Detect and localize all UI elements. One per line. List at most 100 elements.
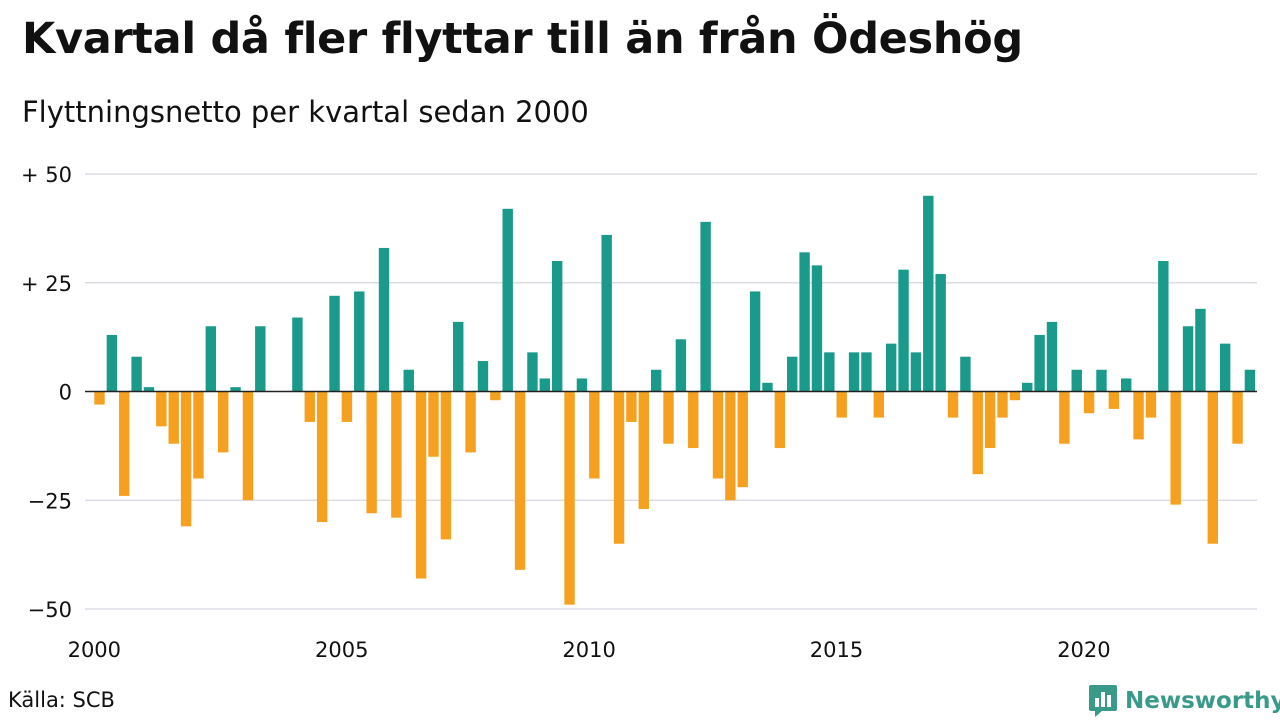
bar-2012-q2 bbox=[700, 221, 711, 392]
bar-2021-q3 bbox=[1158, 261, 1169, 392]
bar-2003-q2 bbox=[255, 326, 266, 392]
bar-2019-q1 bbox=[1034, 334, 1045, 392]
bar-2008-q2 bbox=[502, 208, 513, 392]
bar-2006-q1 bbox=[391, 391, 402, 518]
bar-2015-q1 bbox=[836, 391, 847, 418]
bar-2023-q1 bbox=[1232, 391, 1243, 444]
bar-2014-q4 bbox=[824, 352, 835, 392]
x-tick-label: 2005 bbox=[315, 638, 368, 662]
bar-2004-q2 bbox=[304, 391, 315, 422]
bar-2011-q2 bbox=[650, 369, 662, 392]
bar-2019-q4 bbox=[1071, 369, 1082, 392]
bar-2000-q2 bbox=[106, 334, 118, 392]
bar-2000-q4 bbox=[131, 356, 142, 392]
bar-2002-q3 bbox=[218, 391, 229, 453]
bar-2012-q4 bbox=[725, 391, 736, 501]
x-tick-labels: 2000 2005 2010 2015 2020 bbox=[68, 638, 1111, 662]
bar-2019-q3 bbox=[1059, 391, 1070, 444]
x-tick-label: 2020 bbox=[1057, 638, 1110, 662]
bar-2015-q4 bbox=[873, 391, 885, 418]
bar-2012-q1 bbox=[688, 391, 699, 449]
bar-2002-q1 bbox=[193, 391, 204, 479]
bar-2010-q4 bbox=[626, 391, 637, 422]
bar-2018-q1 bbox=[984, 391, 996, 449]
bar-2009-q1 bbox=[539, 378, 551, 392]
bar-2014-q3 bbox=[811, 265, 823, 392]
newsworthy-logo: Newsworthy bbox=[1088, 684, 1280, 718]
bar-2021-q2 bbox=[1145, 391, 1157, 418]
bar-2009-q4 bbox=[576, 378, 588, 392]
bar-2007-q4 bbox=[477, 361, 489, 392]
bar-2004-q4 bbox=[329, 295, 340, 392]
bar-2004-q3 bbox=[316, 391, 328, 522]
y-tick-label: −25 bbox=[28, 489, 72, 513]
source-label: Källa: SCB bbox=[8, 688, 115, 712]
bars bbox=[94, 195, 1256, 605]
bar-2014-q1 bbox=[787, 356, 798, 392]
bar-2022-q3 bbox=[1207, 391, 1218, 544]
bar-2018-q2 bbox=[997, 391, 1008, 418]
bar-2010-q1 bbox=[589, 391, 600, 479]
bar-2006-q4 bbox=[428, 391, 439, 457]
bar-2013-q2 bbox=[749, 291, 761, 392]
bar-2007-q3 bbox=[465, 391, 476, 453]
bar-2013-q4 bbox=[774, 391, 786, 449]
y-tick-label: −50 bbox=[28, 598, 72, 622]
x-tick-label: 2000 bbox=[68, 638, 121, 662]
bar-2014-q2 bbox=[799, 252, 810, 392]
bar-2019-q2 bbox=[1046, 321, 1058, 392]
bar-2010-q3 bbox=[613, 391, 625, 544]
y-tick-label: + 50 bbox=[21, 163, 72, 187]
bar-2009-q3 bbox=[564, 391, 575, 605]
bar-2017-q1 bbox=[935, 274, 946, 392]
bar-chart-speech-icon bbox=[1089, 685, 1117, 717]
bar-2005-q1 bbox=[341, 391, 353, 422]
bar-2022-q4 bbox=[1219, 343, 1231, 392]
bar-2008-q3 bbox=[514, 391, 526, 570]
bar-2002-q2 bbox=[205, 326, 217, 392]
bar-2006-q2 bbox=[403, 369, 414, 392]
bar-2022-q1 bbox=[1182, 326, 1194, 392]
bar-2000-q1 bbox=[94, 391, 105, 405]
bar-2018-q4 bbox=[1022, 382, 1033, 392]
bar-2021-q4 bbox=[1170, 391, 1181, 505]
bar-2016-q2 bbox=[898, 269, 909, 392]
bar-2010-q2 bbox=[601, 234, 612, 392]
bar-2009-q2 bbox=[551, 261, 563, 392]
bar-2007-q2 bbox=[453, 321, 464, 392]
bar-2020-q1 bbox=[1083, 391, 1095, 414]
y-tick-labels: + 50 + 25 0 −25 −50 bbox=[21, 163, 72, 622]
bar-2021-q1 bbox=[1133, 391, 1144, 440]
y-tick-label: 0 bbox=[59, 381, 72, 405]
bar-2016-q1 bbox=[885, 343, 897, 392]
bar-2020-q4 bbox=[1121, 378, 1132, 392]
bar-2008-q1 bbox=[490, 391, 501, 401]
bar-2001-q4 bbox=[180, 391, 192, 527]
bar-2008-q4 bbox=[527, 352, 538, 392]
bar-2007-q1 bbox=[440, 391, 452, 540]
bar-2012-q3 bbox=[712, 391, 724, 479]
brand-name: Newsworthy bbox=[1125, 688, 1280, 714]
chart-subtitle: Flyttningsnetto per kvartal sedan 2000 bbox=[22, 95, 589, 129]
bar-2018-q3 bbox=[1009, 391, 1021, 401]
x-tick-label: 2010 bbox=[562, 638, 615, 662]
bar-2017-q3 bbox=[960, 356, 971, 392]
bar-2002-q4 bbox=[230, 387, 241, 392]
bar-2005-q2 bbox=[354, 291, 365, 392]
bar-2004-q1 bbox=[292, 317, 303, 392]
bar-2011-q3 bbox=[663, 391, 674, 444]
bar-2006-q3 bbox=[415, 391, 427, 579]
bar-2011-q4 bbox=[675, 339, 687, 392]
bar-2013-q1 bbox=[737, 391, 748, 488]
bar-2017-q2 bbox=[947, 391, 959, 418]
bar-2020-q2 bbox=[1096, 369, 1107, 392]
bar-2017-q4 bbox=[972, 391, 983, 475]
bar-2001-q1 bbox=[143, 387, 155, 392]
bar-2015-q2 bbox=[848, 352, 860, 392]
bar-2013-q3 bbox=[762, 382, 773, 392]
bar-2016-q3 bbox=[910, 352, 922, 392]
bar-2001-q3 bbox=[168, 391, 179, 444]
bar-2011-q1 bbox=[638, 391, 649, 509]
bar-2016-q4 bbox=[923, 195, 934, 392]
